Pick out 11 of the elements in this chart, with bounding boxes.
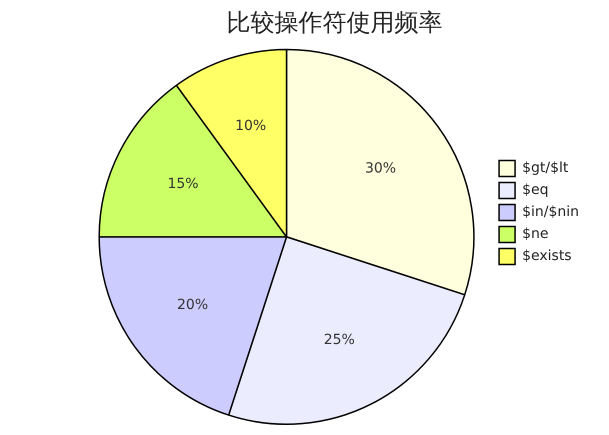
data-label: 25% bbox=[324, 332, 355, 348]
data-label: 20% bbox=[177, 296, 208, 313]
legend-label: $ne bbox=[522, 226, 548, 242]
data-label: 30% bbox=[364, 160, 396, 176]
legend-label: $in/$nin bbox=[522, 204, 580, 220]
data-label: 15% bbox=[167, 176, 199, 192]
legend-label: $gt/$lt bbox=[522, 160, 569, 176]
legend-label: $eq bbox=[522, 182, 548, 198]
legend-label: $exists bbox=[522, 248, 572, 264]
data-label: 10% bbox=[235, 118, 266, 134]
chart-title: 比较操作符使用频率 bbox=[226, 8, 442, 37]
